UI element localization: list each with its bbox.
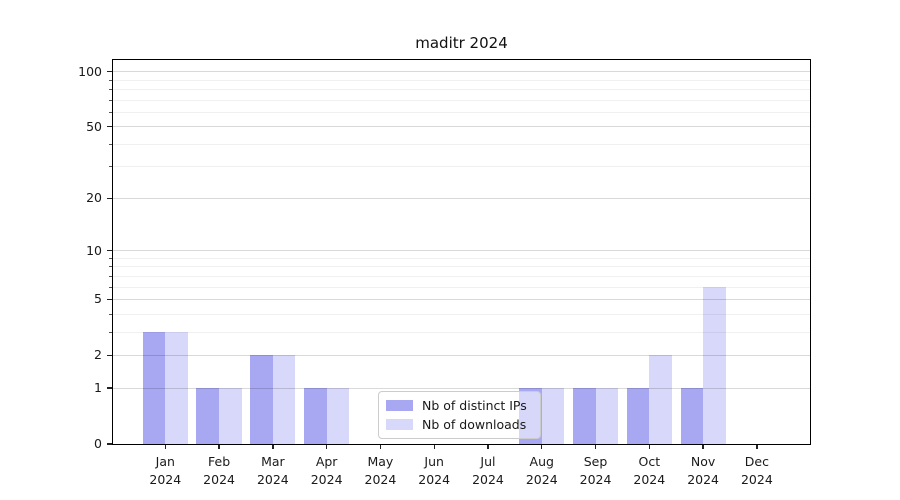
- y-tick-label: 5: [94, 291, 102, 307]
- grid-line-minor: [113, 313, 810, 315]
- y-axis-minor-tick: [109, 286, 112, 288]
- y-axis-minor-tick: [109, 266, 112, 268]
- grid-line-major: [113, 298, 810, 300]
- bar: [272, 355, 296, 444]
- x-axis-tick: [487, 444, 489, 449]
- grid-line-major: [113, 387, 810, 389]
- grid-line-minor: [113, 88, 810, 90]
- grid-line-minor: [113, 331, 810, 333]
- y-axis-minor-tick: [109, 275, 112, 277]
- y-axis-minor-tick: [109, 143, 112, 145]
- grid-line-minor: [113, 275, 810, 277]
- bar: [326, 388, 350, 444]
- x-tick-label: Jul 2024: [472, 454, 504, 487]
- x-axis-tick: [164, 444, 166, 449]
- bar: [250, 355, 273, 444]
- x-axis-tick: [325, 444, 328, 449]
- grid-line-minor: [113, 99, 810, 101]
- x-tick-label: Jun 2024: [418, 454, 451, 487]
- y-tick-label: 20: [86, 190, 102, 206]
- y-axis-minor-tick: [109, 331, 112, 333]
- bar: [626, 388, 650, 444]
- y-axis-minor-tick: [109, 111, 112, 113]
- y-axis-minor-tick: [109, 99, 112, 101]
- y-axis-minor-tick: [109, 257, 112, 259]
- x-tick-label: Oct 2024: [633, 454, 666, 487]
- x-axis-tick: [594, 444, 597, 449]
- x-tick-label: Aug 2024: [525, 454, 558, 487]
- x-axis-tick: [379, 444, 382, 449]
- x-axis-tick: [756, 444, 758, 449]
- y-tick-label: 2: [94, 347, 102, 363]
- x-axis-tick: [433, 444, 435, 449]
- bar: [541, 388, 565, 444]
- x-tick-label: Mar 2024: [256, 454, 289, 487]
- grid-line-minor: [113, 111, 810, 113]
- bars-layer: [113, 60, 810, 444]
- grid-line-major: [113, 126, 810, 128]
- grid-line-major: [113, 197, 810, 199]
- y-axis-tick: [107, 70, 112, 73]
- x-tick-label: Feb 2024: [203, 454, 235, 487]
- plot-area: 0 1 2 5 10 20 50 100 Jan 2024 Feb 2024 Mar 2024 Apr…: [78, 59, 811, 487]
- grid-line-minor: [113, 79, 810, 81]
- y-axis-tick: [107, 126, 112, 128]
- legend-swatch-downloads: [386, 419, 413, 430]
- axis-layer: 0 1 2 5 10 20 50 100 Jan 2024 Feb 2024 Mar 2024 Apr…: [78, 60, 810, 487]
- y-axis-minor-tick: [109, 166, 112, 168]
- x-axis-tick: [218, 444, 220, 449]
- grid-line-major: [113, 71, 810, 73]
- bar: [304, 388, 327, 444]
- y-axis-tick: [107, 249, 112, 252]
- legend-swatch-distinct-ips: [386, 400, 413, 411]
- x-tick-label: May 2024: [364, 454, 397, 487]
- grid-line-minor: [113, 286, 810, 288]
- bar: [572, 388, 596, 444]
- bar: [703, 287, 726, 444]
- y-tick-label: 100: [78, 63, 102, 79]
- grid-line-minor: [113, 266, 810, 268]
- y-axis-tick: [107, 387, 112, 389]
- y-axis-tick: [107, 354, 112, 357]
- x-axis-tick: [541, 444, 543, 449]
- grid-line-minor: [113, 166, 810, 168]
- bar: [595, 388, 619, 444]
- grid-line-major: [113, 354, 810, 356]
- chart-title: maditr 2024: [415, 34, 508, 52]
- x-tick-label: Nov 2024: [687, 454, 719, 487]
- y-axis-tick: [107, 197, 112, 200]
- gridlines-layer: [113, 60, 810, 444]
- grid-line-major: [113, 250, 810, 252]
- bar: [142, 332, 166, 444]
- legend-item: Nb of distinct IPs: [386, 396, 532, 415]
- grid-line-minor: [113, 143, 810, 145]
- y-axis-minor-tick: [109, 79, 112, 81]
- x-axis-tick: [702, 444, 704, 449]
- y-axis-tick: [107, 443, 112, 445]
- legend-label-distinct-ips: Nb of distinct IPs: [422, 398, 527, 413]
- legend-label-downloads: Nb of downloads: [422, 417, 527, 432]
- bar: [680, 388, 704, 444]
- bar: [196, 388, 220, 444]
- x-tick-label: Dec 2024: [740, 454, 773, 487]
- x-tick-label: Jan 2024: [149, 454, 182, 487]
- legend-item: Nb of downloads: [386, 415, 532, 434]
- grid-line-minor: [113, 257, 810, 259]
- y-axis-minor-tick: [109, 313, 112, 315]
- y-tick-label: 10: [86, 242, 102, 258]
- legend: Nb of distinct IPs Nb of downloads: [378, 391, 541, 439]
- y-tick-label: 50: [86, 118, 102, 134]
- x-axis-tick: [272, 444, 274, 449]
- y-tick-label: 1: [94, 380, 102, 396]
- bar: [649, 355, 672, 444]
- bar: [165, 332, 188, 444]
- y-axis-minor-tick: [109, 88, 112, 90]
- y-tick-label: 0: [94, 436, 102, 451]
- y-axis-tick: [107, 298, 112, 301]
- bar: [219, 388, 242, 444]
- x-axis-tick: [648, 444, 650, 449]
- x-tick-label: Apr 2024: [310, 454, 343, 487]
- x-tick-label: Sep 2024: [579, 454, 612, 487]
